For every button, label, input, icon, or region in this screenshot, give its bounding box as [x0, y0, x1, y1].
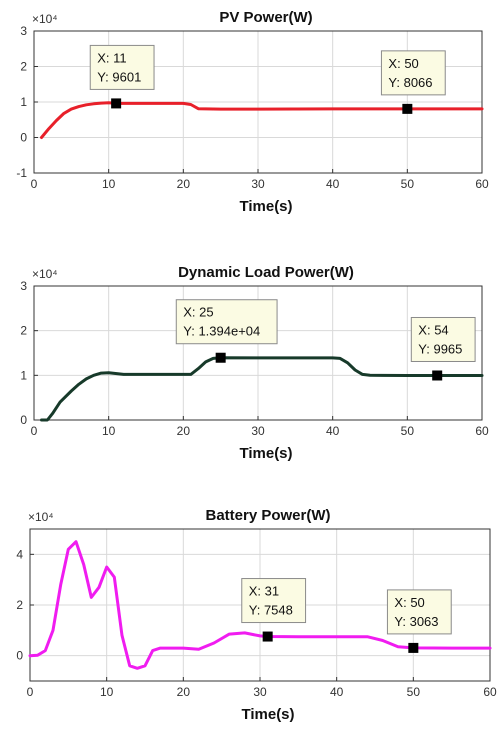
- x-tick-label: 0: [31, 424, 38, 438]
- y-exponent-label: ×10⁴: [32, 267, 58, 281]
- datatip-marker: [432, 370, 443, 381]
- x-tick-label: 40: [326, 177, 340, 191]
- x-tick-label: 50: [401, 424, 415, 438]
- x-tick-label: 10: [102, 424, 116, 438]
- y-tick-label: 1: [20, 95, 27, 109]
- datatip-marker: [408, 642, 419, 653]
- x-tick-label: 50: [401, 177, 415, 191]
- x-tick-label: 30: [251, 177, 265, 191]
- datatip-box: [241, 578, 307, 624]
- y-tick-label: 1: [20, 368, 27, 382]
- datatip-marker: [111, 98, 122, 109]
- datatip-x-text: X: 31: [249, 584, 279, 599]
- x-tick-label: 50: [407, 685, 421, 699]
- y-tick-label: 4: [16, 547, 23, 561]
- x-tick-label: 0: [31, 177, 38, 191]
- x-axis-label: Time(s): [239, 445, 292, 462]
- y-tick-label: 3: [20, 24, 27, 38]
- chart-title: Dynamic Load Power(W): [178, 264, 354, 281]
- datatip-x-text: X: 54: [418, 322, 448, 337]
- x-tick-label: 60: [475, 177, 489, 191]
- x-tick-label: 30: [251, 424, 265, 438]
- datatip-box: [175, 299, 278, 345]
- x-tick-label: 20: [177, 685, 191, 699]
- y-tick-label: 0: [20, 413, 27, 427]
- chart-panel-3: 0 10 20 30 40 50 60 0 2 4 ×10⁴ Battery Power(W) Time…: [16, 507, 497, 723]
- y-tick-label: 2: [20, 324, 27, 338]
- chart-title: PV Power(W): [219, 9, 312, 26]
- x-tick-label: 10: [102, 177, 116, 191]
- datatip-y-text: Y: 3063: [394, 614, 438, 629]
- datatip-y-text: Y: 9965: [418, 341, 462, 356]
- datatip-box: [386, 589, 452, 635]
- y-tick-label: 2: [16, 598, 23, 612]
- datatip-x-text: X: 25: [183, 305, 213, 320]
- y-exponent-label: ×10⁴: [28, 510, 54, 524]
- datatip-y-text: Y: 7548: [249, 603, 293, 618]
- x-tick-label: 60: [475, 424, 489, 438]
- x-axis-label: Time(s): [241, 706, 294, 723]
- chart-panel-1: 0 10 20 30 40 50 60 -1 0 1 2 3 ×10⁴ PV Power(W) Time(s…: [16, 9, 489, 215]
- chart-title: Battery Power(W): [205, 507, 330, 524]
- datatip-x-text: X: 11: [97, 50, 126, 65]
- x-tick-label: 20: [177, 177, 191, 191]
- x-tick-label: 20: [177, 424, 191, 438]
- chart-panel-2: 0 10 20 30 40 50 60 0 1 2 3 ×10⁴ Dynamic Load Power(…: [20, 264, 489, 462]
- y-exponent-label: ×10⁴: [32, 12, 58, 26]
- y-tick-label: 0: [16, 649, 23, 663]
- x-tick-label: 0: [27, 685, 34, 699]
- datatip-marker: [402, 103, 413, 114]
- y-tick-label: -1: [16, 166, 27, 180]
- datatip-y-text: Y: 9601: [97, 69, 141, 84]
- y-tick-label: 2: [20, 60, 27, 74]
- y-tick-label: 3: [20, 279, 27, 293]
- datatip-x-text: X: 50: [388, 56, 418, 71]
- x-tick-label: 40: [330, 685, 344, 699]
- datatip-box: [89, 44, 155, 90]
- x-tick-label: 10: [100, 685, 114, 699]
- x-tick-label: 30: [253, 685, 267, 699]
- datatip-marker: [215, 352, 226, 363]
- datatip-y-text: Y: 8066: [388, 75, 432, 90]
- x-tick-label: 60: [483, 685, 497, 699]
- series-line-1: [40, 356, 484, 422]
- series-line-1: [28, 540, 492, 670]
- datatip-box: [380, 50, 446, 96]
- x-tick-label: 40: [326, 424, 340, 438]
- x-axis-label: Time(s): [239, 198, 292, 215]
- datatip-marker: [262, 631, 273, 642]
- datatip-y-text: Y: 1.394e+04: [183, 324, 260, 339]
- y-tick-label: 0: [20, 131, 27, 145]
- datatip-box: [410, 316, 476, 362]
- datatip-x-text: X: 50: [394, 595, 424, 610]
